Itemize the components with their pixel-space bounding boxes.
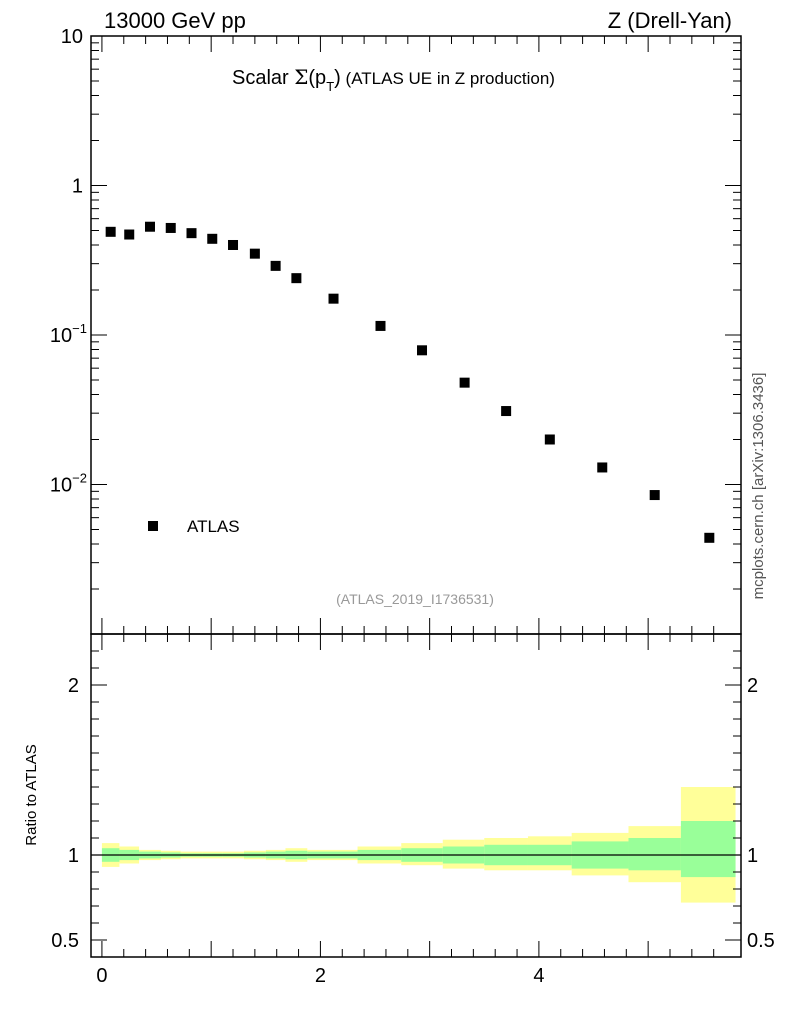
ratio-plot: 0 2 4 0.5 0.5 1 1 2 2 — [51, 633, 775, 987]
x-tick-label: 4 — [533, 965, 544, 987]
ratio-frame — [90, 633, 742, 958]
data-point — [704, 532, 715, 543]
data-point — [291, 273, 302, 284]
legend-label: ATLAS — [187, 517, 240, 536]
legend-marker — [148, 521, 158, 531]
data-point — [459, 377, 470, 388]
ratio-y-tick-label-left: 2 — [68, 675, 79, 697]
ratio-y-tick-label-right: 1 — [747, 845, 758, 867]
data-point — [270, 260, 281, 271]
data-point — [249, 248, 260, 259]
x-tick-label: 0 — [96, 965, 107, 987]
data-point — [375, 320, 386, 331]
ratio-y-tick-label-right: 2 — [747, 675, 758, 697]
header-left-label: 13000 GeV pp — [104, 8, 246, 33]
header-right-label: Z (Drell-Yan) — [608, 8, 732, 33]
data-point — [544, 434, 555, 445]
plot-title: Scalar Σ(pT) (ATLAS UE in Z production) — [232, 65, 555, 94]
ratio-band-inner-17 — [628, 838, 681, 871]
y-tick-label: 1 — [72, 176, 83, 198]
data-point — [144, 221, 155, 232]
data-point — [165, 222, 176, 233]
ratio-ylabel: Ratio to ATLAS — [23, 744, 40, 845]
data-point — [649, 490, 660, 501]
data-point — [124, 229, 135, 240]
side-label: mcplots.cern.ch [arXiv:1306.3436] — [750, 373, 767, 600]
main-plot: 10 1 10−1 10−2 — [50, 26, 742, 635]
data-point — [228, 239, 239, 250]
y-tick-label: 10 — [61, 26, 83, 48]
data-point — [597, 462, 608, 473]
data-point — [207, 233, 218, 244]
ratio-y-tick-label-left: 0.5 — [51, 930, 79, 952]
data-point — [105, 226, 116, 237]
y-tick-label: 10−1 — [50, 321, 87, 347]
y-tick-label: 10−2 — [50, 471, 87, 497]
analysis-watermark: (ATLAS_2019_I1736531) — [336, 591, 494, 607]
ratio-y-tick-label-right: 0.5 — [747, 930, 775, 952]
main-frame — [90, 35, 742, 635]
ratio-y-tick-label-left: 1 — [68, 845, 79, 867]
x-tick-label: 2 — [315, 965, 326, 987]
data-point — [328, 293, 339, 304]
ratio-band-inner-18 — [680, 821, 736, 878]
data-point — [417, 345, 428, 356]
data-point — [186, 228, 197, 239]
data-point — [501, 406, 512, 417]
